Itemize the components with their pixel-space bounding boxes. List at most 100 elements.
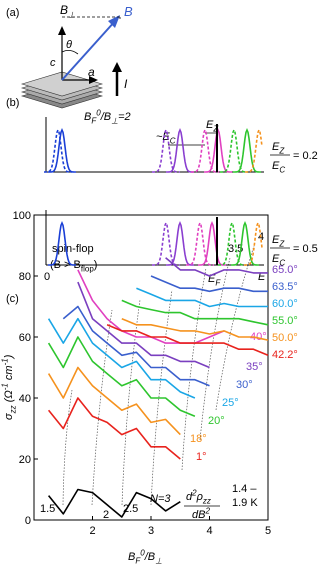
- c-label: c: [50, 57, 56, 69]
- temperature: 1.4 –: [232, 483, 257, 495]
- text-segment: -1: [1, 358, 10, 365]
- text-segment: zz: [202, 497, 211, 506]
- series-line: [47, 317, 196, 399]
- text-segment: E: [272, 141, 280, 153]
- y-tick-label: 40: [19, 393, 31, 405]
- text-segment: B: [60, 3, 68, 17]
- angle-arc: [61, 50, 79, 55]
- level-peak: [166, 220, 194, 266]
- text-segment: Z: [212, 125, 219, 134]
- text-segment: E: [272, 253, 280, 265]
- series-line: [47, 397, 181, 460]
- theta-label: θ: [66, 39, 72, 51]
- x-axis-label: BF0/B⊥: [128, 549, 162, 566]
- text-segment: ⊥: [155, 557, 162, 566]
- level-peak: [198, 220, 226, 266]
- series-label: 1°: [196, 451, 207, 463]
- text-segment: Z: [278, 240, 285, 249]
- field-arrow: [61, 19, 117, 81]
- energy-label: E: [258, 271, 266, 283]
- y-axis-label: σzz (Ω-1 cm-1): [1, 354, 18, 420]
- b-perp-label: B⊥: [60, 3, 75, 20]
- arrowhead: [112, 62, 122, 72]
- charging-label: ~EC: [156, 131, 176, 146]
- series-label: 42.2°: [272, 349, 298, 361]
- text-segment: C: [170, 137, 176, 146]
- level-peak: [244, 220, 263, 266]
- series-line: [47, 366, 181, 436]
- text-segment: /B: [144, 551, 155, 563]
- text-segment: B: [128, 551, 135, 563]
- text-segment: ⊥: [68, 11, 75, 20]
- index-label: 3.5: [228, 243, 243, 255]
- ratio-numerator: EZ: [272, 141, 285, 156]
- text-segment: ⊥: [111, 117, 118, 126]
- series-line: [136, 287, 268, 308]
- series-label: 40°: [250, 331, 267, 343]
- panel-label: (a): [6, 7, 19, 19]
- series-label: 50.0°: [272, 332, 298, 344]
- level-peak: [245, 127, 263, 173]
- series-line: [121, 299, 269, 326]
- series-label: 65.0°: [272, 264, 298, 276]
- text-segment: 2: [204, 507, 210, 516]
- series-label: 63.5°: [272, 281, 298, 293]
- n-label: N=3: [150, 493, 171, 505]
- text-segment: 2: [191, 489, 197, 498]
- series-label: 35°: [246, 361, 263, 373]
- x-tick-label: 4: [206, 525, 212, 537]
- panel-label: (c): [6, 293, 19, 305]
- arrowhead: [58, 26, 66, 35]
- y-tick-label: 80: [19, 271, 31, 283]
- text-segment: E: [272, 160, 280, 172]
- derivative-numerator: d2ρzz: [186, 489, 211, 506]
- text-segment: F: [135, 557, 141, 566]
- series-line: [47, 488, 181, 518]
- y-tick-label: 100: [13, 210, 31, 222]
- level-peak: [191, 127, 219, 173]
- series-label: 20°: [208, 415, 225, 427]
- x-tick-label: 5: [265, 525, 271, 537]
- a-label: a: [88, 65, 95, 79]
- text-segment: F: [215, 279, 221, 288]
- condition-label: BF0/B⊥=2: [84, 109, 131, 126]
- temperature: 1.9 K: [232, 497, 258, 509]
- level-peak: [48, 220, 76, 266]
- ratio-denominator: EC: [272, 160, 285, 175]
- series-label: 25°: [222, 397, 239, 409]
- guide-lines: [62, 245, 255, 506]
- derivative-denominator: dB2: [192, 507, 210, 522]
- series-line: [62, 305, 210, 387]
- fermi-label: EF: [208, 273, 221, 288]
- b-label: B: [124, 4, 133, 19]
- text-segment: cm: [3, 365, 15, 383]
- ratio-value: = 0.2: [293, 150, 318, 162]
- text-segment: 0: [140, 549, 145, 558]
- text-segment: E: [206, 119, 214, 131]
- level-peak: [166, 127, 194, 173]
- text-segment: d: [186, 491, 193, 503]
- text-segment: B: [84, 111, 91, 123]
- ratio-denominator: EC: [272, 253, 285, 268]
- text-segment: E: [208, 273, 216, 285]
- text-segment: flop: [81, 265, 94, 274]
- level-peak: [218, 220, 246, 266]
- text-segment: C: [279, 166, 285, 175]
- series-label: 60.0°: [272, 298, 298, 310]
- panel-label: (b): [6, 97, 19, 109]
- text-segment: E: [272, 234, 280, 246]
- text-segment: ): [3, 354, 15, 360]
- ratio-numerator: EZ: [272, 234, 285, 249]
- text-segment: σ: [3, 413, 15, 420]
- text-segment: C: [279, 259, 285, 268]
- arrowhead: [89, 76, 98, 84]
- text-segment: (Ω: [3, 390, 15, 405]
- text-segment: /B: [100, 111, 111, 123]
- text-segment: F: [91, 117, 97, 126]
- text-segment: -1: [1, 383, 10, 390]
- ratio-value: = 0.5: [293, 243, 318, 255]
- text-segment: 0: [96, 109, 101, 118]
- level-peak: [186, 220, 214, 266]
